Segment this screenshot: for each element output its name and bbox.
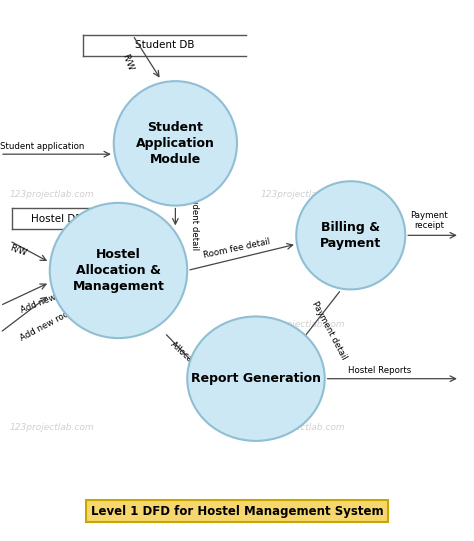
- Text: Room fee detail: Room fee detail: [203, 237, 271, 260]
- Text: Level 1 DFD for Hostel Management System: Level 1 DFD for Hostel Management System: [91, 505, 383, 518]
- Ellipse shape: [296, 181, 405, 289]
- Text: Add new block: Add new block: [19, 282, 81, 315]
- Text: Allocated room detail: Allocated room detail: [169, 340, 243, 408]
- Text: R/W: R/W: [9, 243, 27, 258]
- Ellipse shape: [114, 81, 237, 206]
- Text: Hostel
Allocation &
Management: Hostel Allocation & Management: [73, 248, 164, 293]
- Text: Payment
receipt: Payment receipt: [410, 211, 448, 230]
- Text: 123projectlab.com: 123projectlab.com: [261, 190, 346, 199]
- Text: 123projectlab.com: 123projectlab.com: [261, 423, 346, 432]
- Text: Hostel Reports: Hostel Reports: [347, 366, 411, 375]
- Text: 123projectlab.com: 123projectlab.com: [261, 320, 346, 329]
- Text: Add new room: Add new room: [19, 306, 78, 343]
- Text: Payment detail: Payment detail: [310, 299, 348, 361]
- Text: 123projectlab.com: 123projectlab.com: [9, 190, 94, 199]
- Text: Student DB: Student DB: [135, 41, 194, 50]
- Text: Hostel DB: Hostel DB: [31, 214, 82, 223]
- Text: Student application: Student application: [0, 142, 85, 150]
- Text: 123projectlab.com: 123projectlab.com: [9, 423, 94, 432]
- Text: R/W: R/W: [121, 52, 135, 72]
- Text: Student detail: Student detail: [190, 189, 199, 249]
- Text: Billing &
Payment: Billing & Payment: [320, 221, 382, 250]
- Text: Student
Application
Module: Student Application Module: [136, 121, 215, 166]
- Text: Report Generation: Report Generation: [191, 372, 321, 385]
- Ellipse shape: [50, 203, 187, 338]
- Ellipse shape: [187, 316, 325, 441]
